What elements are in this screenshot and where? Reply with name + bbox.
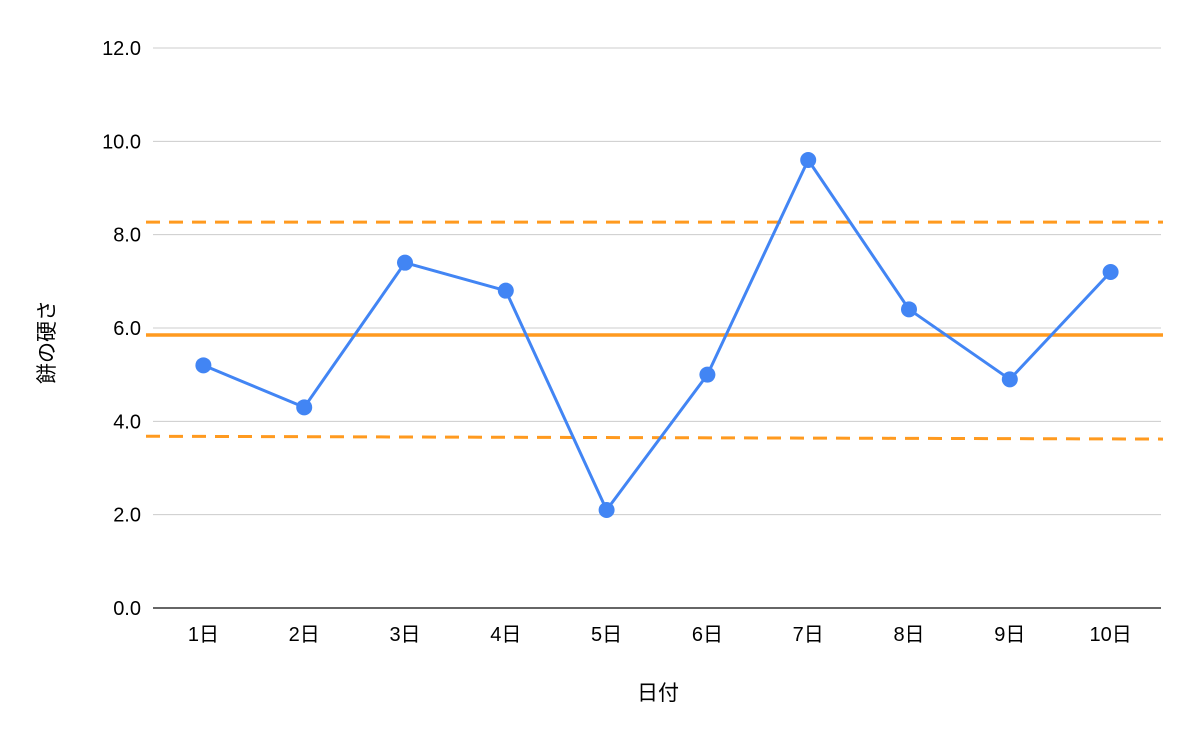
x-tick-label: 5日 — [591, 624, 622, 646]
x-tick-label: 10日 — [1089, 624, 1131, 646]
reference-lines — [145, 220, 1164, 441]
data-point — [1102, 264, 1119, 280]
x-axis-ticks: 1日 2日 3日 4日 5日 6日 7日 8日 9日 10日 — [188, 624, 1132, 646]
x-tick-label: 8日 — [893, 624, 924, 646]
data-point — [195, 357, 212, 374]
data-point — [1001, 371, 1018, 388]
x-tick-label: 2日 — [289, 624, 320, 646]
data-point — [497, 282, 514, 299]
data-point — [397, 254, 413, 271]
x-tick-label: 7日 — [793, 624, 824, 646]
y-tick-label: 0.0 — [113, 598, 141, 620]
data-point — [598, 502, 615, 518]
y-tick-label: 8.0 — [113, 225, 141, 247]
y-tick-label: 2.0 — [113, 505, 141, 527]
y-axis-title: 餅の硬さ — [36, 300, 59, 384]
y-axis-ticks: 0.0 2.0 4.0 6.0 8.0 10.0 12.0 — [102, 38, 141, 620]
series-line — [202, 158, 1112, 512]
data-point — [699, 366, 716, 383]
y-tick-label: 12.0 — [102, 38, 141, 60]
x-tick-label: 1日 — [188, 624, 219, 646]
data-point — [901, 301, 917, 318]
gridlines — [153, 47, 1161, 609]
data-point — [296, 399, 313, 416]
data-series — [195, 152, 1119, 518]
y-tick-label: 10.0 — [102, 131, 141, 153]
x-tick-label: 3日 — [389, 624, 420, 646]
x-tick-label: 4日 — [490, 624, 521, 646]
x-axis-title: 日付 — [637, 682, 679, 705]
y-tick-label: 6.0 — [113, 318, 141, 340]
x-tick-label: 6日 — [692, 624, 723, 646]
data-point — [800, 152, 817, 168]
y-tick-label: 4.0 — [113, 411, 141, 433]
control-limit-line — [145, 434, 1164, 441]
x-tick-label: 9日 — [994, 624, 1025, 646]
